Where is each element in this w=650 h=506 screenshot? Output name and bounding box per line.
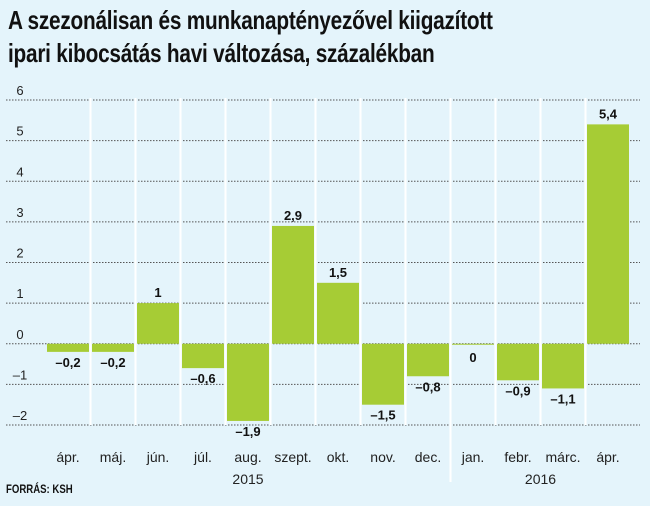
- x-tick-label: márc.: [546, 449, 581, 465]
- y-tick-label: 6: [16, 83, 23, 98]
- bar: [272, 225, 314, 344]
- chart-title-line-2: ipari kibocsátás havi változása, százalé…: [8, 38, 435, 68]
- x-tick-label: aug.: [234, 449, 261, 465]
- y-tick-label: 5: [16, 124, 23, 139]
- chart-title-line-1: A szezonálisan és munkanaptényezővel kii…: [8, 5, 493, 35]
- value-label: –0,2: [55, 355, 80, 370]
- value-label: –1,5: [370, 408, 395, 423]
- value-label: –1,1: [550, 391, 575, 406]
- source-note: FORRÁS: KSH: [6, 482, 73, 496]
- value-label: 0: [469, 350, 476, 365]
- x-tick-label: dec.: [415, 449, 441, 465]
- x-tick-label: okt.: [327, 449, 350, 465]
- x-tick-label: júl.: [193, 449, 212, 465]
- x-tick-label: jan.: [461, 449, 485, 465]
- bar: [317, 282, 359, 344]
- value-label: –0,8: [415, 379, 440, 394]
- value-label: 1: [154, 285, 161, 300]
- y-tick-label: 0: [16, 327, 23, 342]
- bar: [407, 343, 449, 377]
- bar: [47, 343, 89, 352]
- year-label: 2016: [525, 471, 556, 487]
- x-tick-label: ápr.: [596, 449, 619, 465]
- bar: [542, 343, 584, 389]
- y-tick-label: 4: [16, 164, 23, 179]
- bar: [227, 343, 269, 421]
- value-label: –0,2: [100, 355, 125, 370]
- bar: [362, 343, 404, 405]
- bar: [452, 343, 494, 345]
- bar: [497, 343, 539, 381]
- y-tick-label: 3: [16, 205, 23, 220]
- x-tick-label: ápr.: [56, 449, 79, 465]
- y-tick-label: 2: [16, 246, 23, 261]
- y-tick-label: –1: [13, 367, 27, 382]
- value-label: 5,4: [599, 106, 618, 121]
- x-tick-label: jún.: [146, 449, 170, 465]
- bar: [92, 343, 134, 352]
- x-tick-label: febr.: [504, 449, 531, 465]
- y-tick-label: –2: [13, 408, 27, 423]
- value-label: 1,5: [329, 265, 347, 280]
- x-tick-label: máj.: [100, 449, 126, 465]
- bar: [137, 303, 179, 344]
- year-label: 2015: [232, 471, 263, 487]
- value-label: –0,6: [190, 371, 215, 386]
- y-tick-label: 1: [16, 286, 23, 301]
- value-label: –0,9: [505, 383, 530, 398]
- value-label: –1,9: [235, 424, 260, 439]
- bar: [587, 124, 629, 344]
- chart-title: A szezonálisan és munkanaptényezővel kii…: [8, 4, 493, 70]
- bar: [182, 343, 224, 369]
- x-tick-label: szept.: [274, 449, 311, 465]
- x-tick-label: nov.: [370, 449, 395, 465]
- value-label: 2,9: [284, 208, 302, 223]
